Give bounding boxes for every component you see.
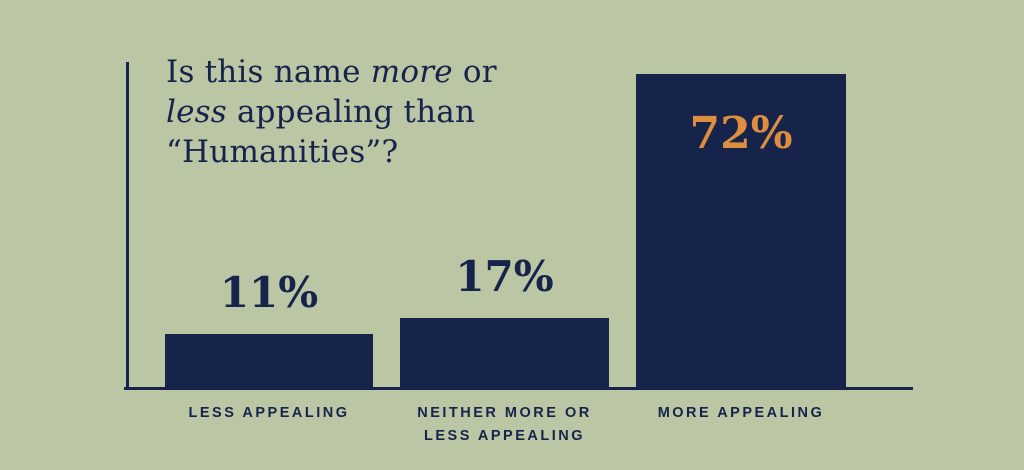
chart-title-line-3: “Humanities”? bbox=[166, 132, 526, 172]
title-text-italic: more bbox=[370, 54, 453, 90]
category-label-text: LESS APPEALING bbox=[188, 405, 350, 421]
title-text: or bbox=[452, 54, 497, 90]
title-text: appealing than bbox=[226, 94, 476, 130]
title-text-italic: less bbox=[166, 94, 227, 130]
category-label-text: LESS APPEALING bbox=[424, 428, 585, 444]
chart-title-line-1: Is this name more or bbox=[166, 52, 526, 92]
value-label-neither-more-or-less-appealing: 17% bbox=[455, 252, 554, 301]
category-label-text: MORE APPEALING bbox=[657, 405, 825, 421]
bar-less-appealing bbox=[165, 334, 373, 388]
y-axis-line bbox=[126, 62, 129, 390]
category-label-text: NEITHER MORE OR bbox=[417, 405, 592, 421]
bar-more-appealing bbox=[636, 74, 846, 388]
bar-neither-more-or-less-appealing bbox=[400, 318, 609, 388]
chart-title: Is this name more or less appealing than… bbox=[166, 52, 526, 172]
title-text: “Humanities”? bbox=[166, 134, 399, 170]
category-label-more-appealing: MORE APPEALING bbox=[616, 402, 866, 425]
title-text: Is this name bbox=[166, 54, 371, 90]
value-label-less-appealing: 11% bbox=[219, 268, 319, 317]
value-label-more-appealing: 72% bbox=[689, 108, 793, 159]
x-axis-line bbox=[124, 387, 913, 390]
category-label-less-appealing: LESS APPEALING bbox=[145, 402, 393, 425]
chart-title-line-2: less appealing than bbox=[166, 92, 526, 132]
category-label-neither-more-or-less-appealing: NEITHER MORE OR LESS APPEALING bbox=[380, 402, 629, 448]
